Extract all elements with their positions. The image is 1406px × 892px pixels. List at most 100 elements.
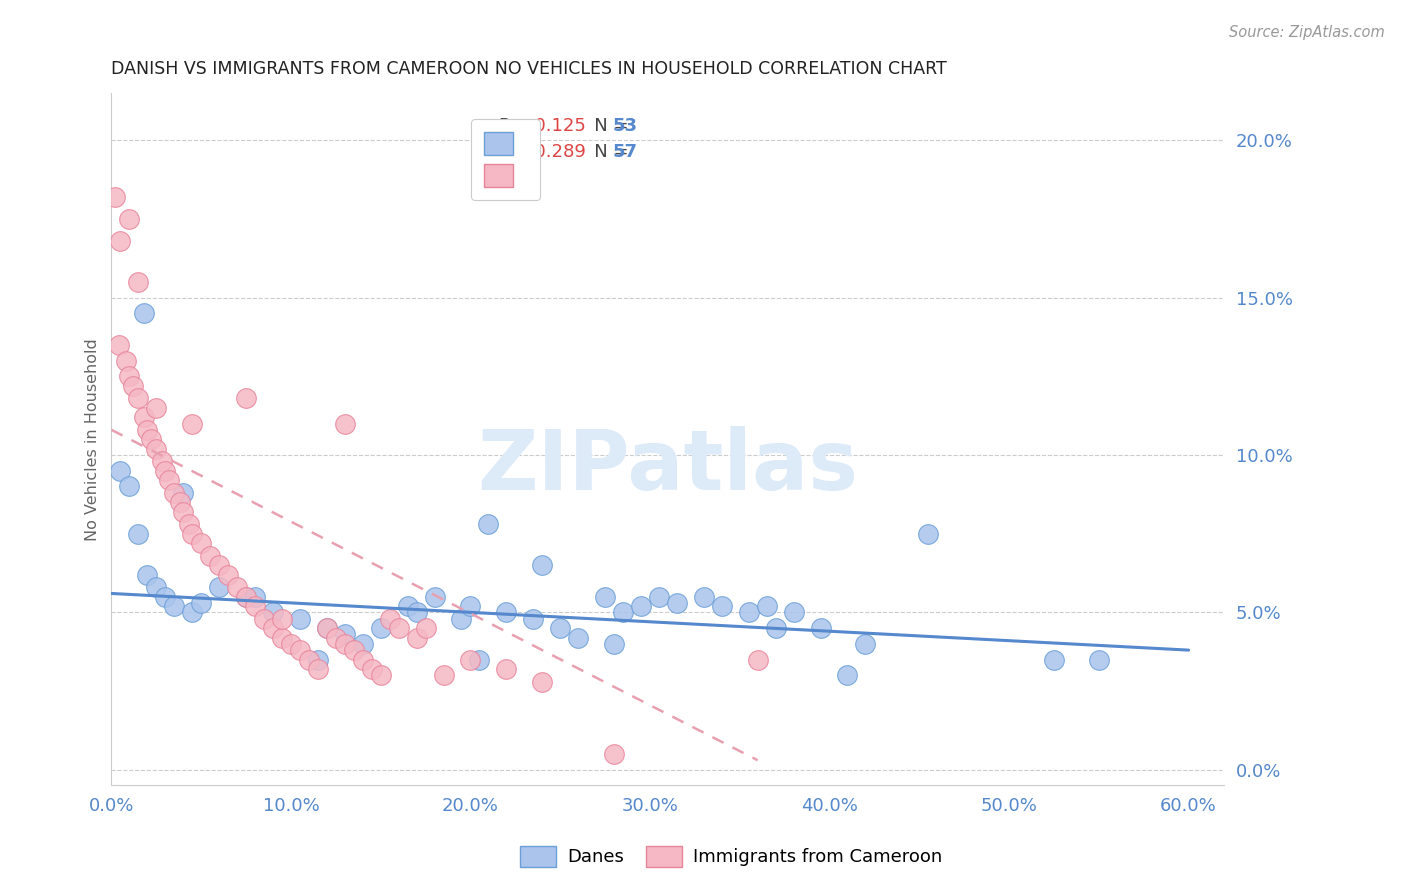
- Point: [755, 599, 778, 613]
- Point: [315, 621, 337, 635]
- Point: [396, 599, 419, 613]
- Point: [333, 637, 356, 651]
- Point: [782, 605, 804, 619]
- Point: [567, 631, 589, 645]
- Point: [450, 612, 472, 626]
- Text: -0.289: -0.289: [527, 143, 585, 161]
- Point: [163, 485, 186, 500]
- Point: [127, 275, 149, 289]
- Point: [333, 417, 356, 431]
- Text: -0.125: -0.125: [527, 117, 585, 136]
- Text: R =: R =: [499, 143, 537, 161]
- Point: [405, 631, 427, 645]
- Point: [190, 536, 212, 550]
- Point: [298, 652, 321, 666]
- Point: [127, 526, 149, 541]
- Point: [837, 668, 859, 682]
- Point: [114, 353, 136, 368]
- Point: [136, 423, 159, 437]
- Y-axis label: No Vehicles in Household: No Vehicles in Household: [86, 338, 100, 541]
- Legend: Danes, Immigrants from Cameroon: Danes, Immigrants from Cameroon: [513, 838, 949, 874]
- Point: [118, 369, 141, 384]
- Point: [307, 652, 329, 666]
- Point: [468, 652, 491, 666]
- Point: [262, 605, 284, 619]
- Point: [917, 526, 939, 541]
- Point: [271, 612, 294, 626]
- Point: [118, 211, 141, 226]
- Point: [460, 599, 482, 613]
- Point: [155, 464, 177, 478]
- Point: [145, 442, 167, 456]
- Point: [235, 590, 257, 604]
- Point: [360, 662, 382, 676]
- Point: [288, 612, 311, 626]
- Point: [155, 590, 177, 604]
- Point: [172, 485, 194, 500]
- Point: [118, 479, 141, 493]
- Point: [235, 590, 257, 604]
- Point: [253, 612, 276, 626]
- Point: [1043, 652, 1066, 666]
- Point: [190, 596, 212, 610]
- Point: [405, 605, 427, 619]
- Point: [307, 662, 329, 676]
- Point: [370, 668, 392, 682]
- Point: [243, 599, 266, 613]
- Point: [127, 392, 149, 406]
- Point: [110, 234, 132, 248]
- Text: 57: 57: [612, 143, 637, 161]
- Point: [172, 505, 194, 519]
- Point: [738, 605, 761, 619]
- Point: [603, 637, 626, 651]
- Point: [181, 605, 204, 619]
- Point: [145, 580, 167, 594]
- Point: [415, 621, 437, 635]
- Point: [593, 590, 616, 604]
- Point: [333, 627, 356, 641]
- Point: [423, 590, 446, 604]
- Point: [208, 580, 231, 594]
- Point: [139, 432, 162, 446]
- Point: [157, 473, 180, 487]
- Point: [1088, 652, 1111, 666]
- Text: R =: R =: [499, 117, 537, 136]
- Point: [531, 674, 554, 689]
- Point: [122, 378, 145, 392]
- Point: [271, 631, 294, 645]
- Point: [378, 612, 401, 626]
- Point: [163, 599, 186, 613]
- Text: DANISH VS IMMIGRANTS FROM CAMEROON NO VEHICLES IN HOUSEHOLD CORRELATION CHART: DANISH VS IMMIGRANTS FROM CAMEROON NO VE…: [111, 60, 948, 78]
- Point: [169, 495, 191, 509]
- Point: [352, 652, 374, 666]
- Point: [612, 605, 634, 619]
- Text: Source: ZipAtlas.com: Source: ZipAtlas.com: [1229, 25, 1385, 40]
- Text: N =: N =: [576, 143, 634, 161]
- Point: [352, 637, 374, 651]
- Point: [710, 599, 733, 613]
- Point: [432, 668, 454, 682]
- Point: [855, 637, 877, 651]
- Point: [217, 567, 239, 582]
- Point: [370, 621, 392, 635]
- Point: [747, 652, 769, 666]
- Point: [765, 621, 787, 635]
- Point: [522, 612, 544, 626]
- Point: [280, 637, 302, 651]
- Point: [388, 621, 411, 635]
- Point: [136, 567, 159, 582]
- Point: [630, 599, 652, 613]
- Point: [226, 580, 249, 594]
- Point: [648, 590, 671, 604]
- Point: [603, 747, 626, 761]
- Legend: , : ,: [471, 120, 540, 200]
- Point: [104, 190, 127, 204]
- Point: [288, 643, 311, 657]
- Point: [315, 621, 337, 635]
- Point: [243, 590, 266, 604]
- Point: [810, 621, 832, 635]
- Point: [343, 643, 366, 657]
- Point: [132, 306, 155, 320]
- Point: [198, 549, 221, 563]
- Point: [150, 454, 173, 468]
